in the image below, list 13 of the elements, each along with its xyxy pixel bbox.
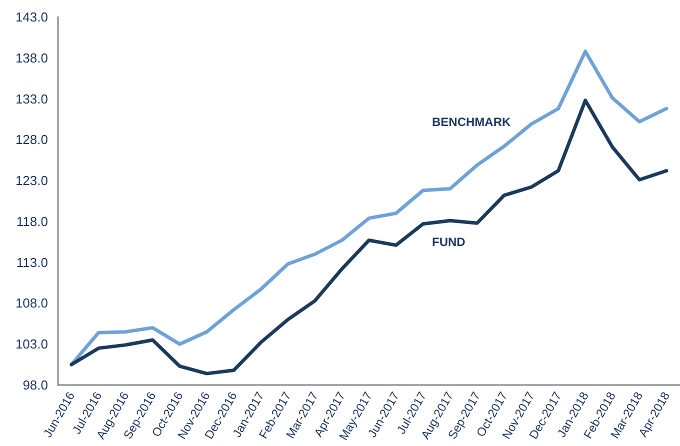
y-tick-label: 98.0 [22, 378, 48, 392]
y-tick-label: 133.0 [15, 91, 48, 106]
series-label: FUND [432, 235, 466, 249]
y-tick-label: 118.0 [16, 214, 48, 229]
y-tick-label: 103.0 [15, 336, 48, 352]
line-series [70, 98, 668, 376]
series-label: BENCHMARK [432, 115, 511, 129]
y-tick-label: 108.0 [15, 296, 48, 311]
y-tick-label: 113.0 [16, 254, 48, 270]
y-tick-label: 128.0 [15, 132, 48, 148]
y-tick-label: 138.0 [15, 50, 48, 66]
y-tick-label: 143.0 [15, 10, 48, 24]
y-tick-label: 123.0 [15, 173, 48, 188]
